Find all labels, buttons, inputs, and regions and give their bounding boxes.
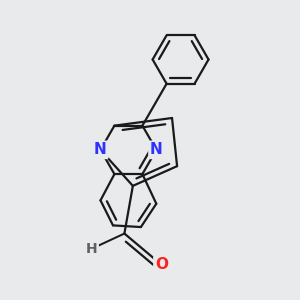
- Text: N: N: [94, 142, 107, 158]
- Text: N: N: [150, 142, 163, 158]
- Text: O: O: [155, 257, 168, 272]
- Text: H: H: [85, 242, 97, 256]
